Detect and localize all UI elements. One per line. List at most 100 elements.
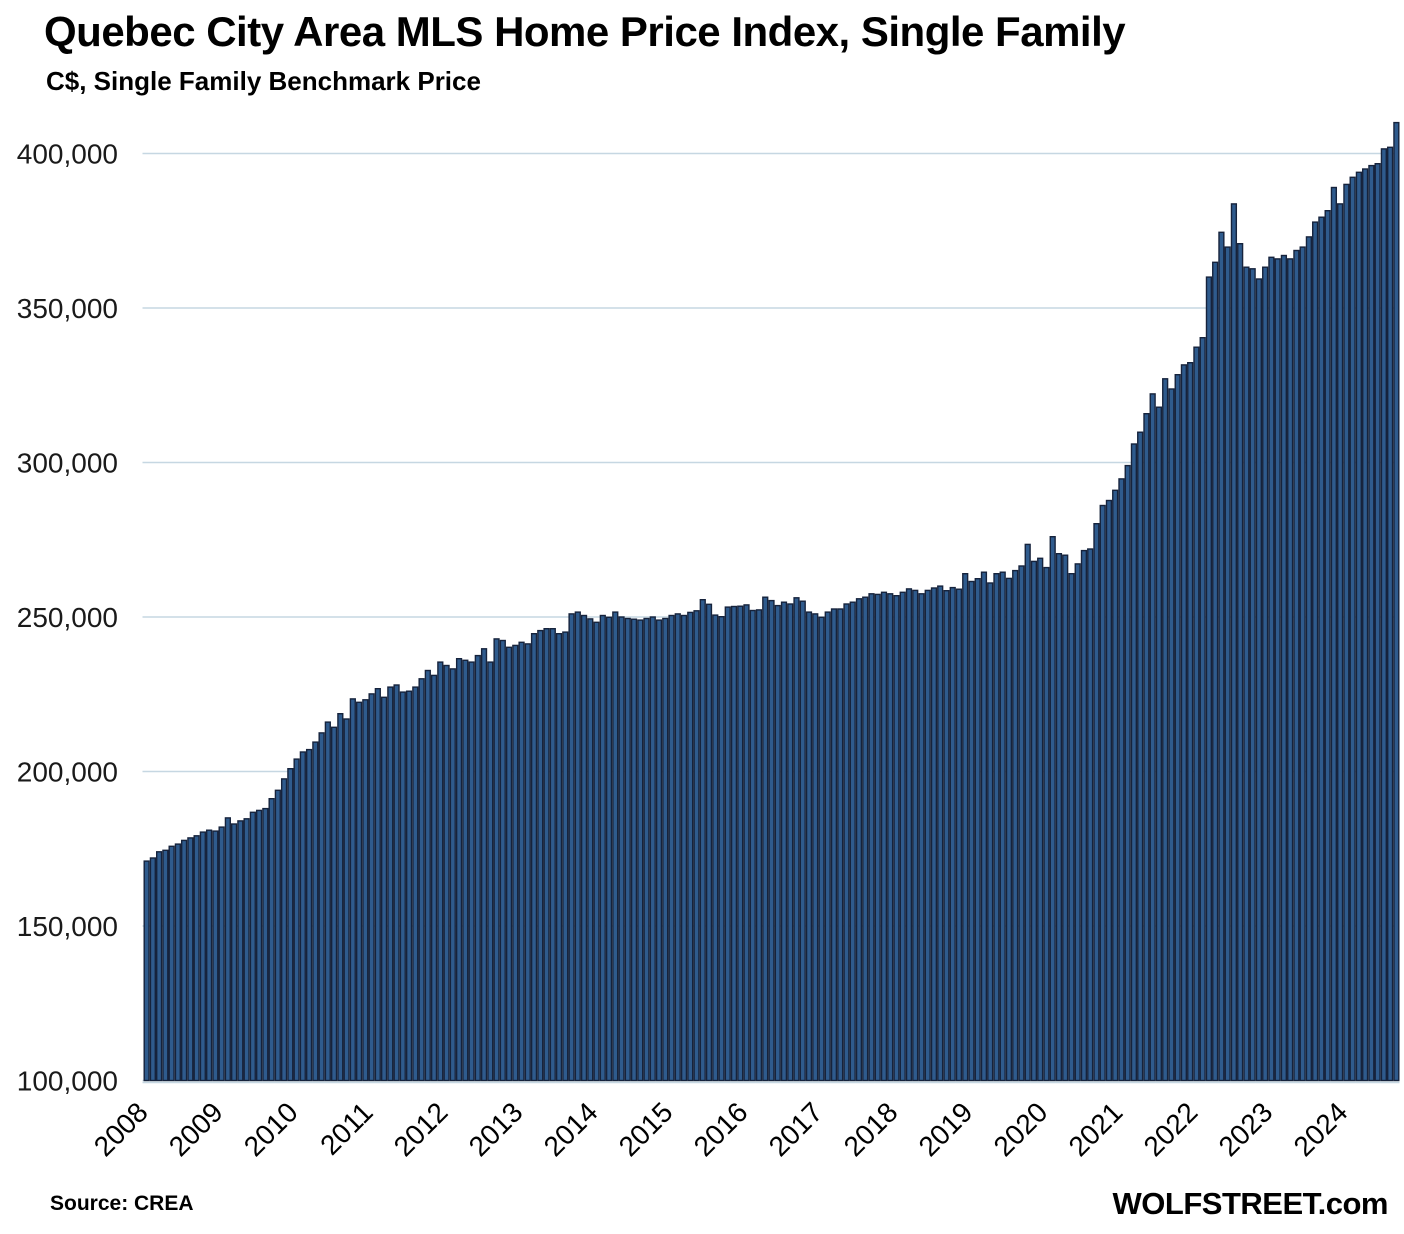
price-bar [1049, 536, 1056, 1082]
price-bar [1255, 278, 1263, 1082]
y-axis-label: 400,000 [17, 139, 118, 170]
price-bar [180, 839, 188, 1082]
price-bar [249, 811, 256, 1082]
price-bar [780, 601, 788, 1082]
price-bar [999, 571, 1006, 1082]
price-bar [1362, 168, 1369, 1082]
price-bar [1243, 266, 1250, 1082]
price-bar [1324, 209, 1331, 1082]
y-axis-label: 100,000 [17, 1066, 118, 1097]
price-bar [1274, 258, 1281, 1082]
price-bar [1093, 523, 1100, 1082]
x-axis-label: 2018 [838, 1096, 904, 1162]
price-bar [830, 608, 838, 1082]
price-bar [637, 619, 644, 1082]
price-bar [1012, 569, 1019, 1082]
price-bar [268, 798, 275, 1082]
price-bar [337, 713, 344, 1082]
price-bar [655, 619, 663, 1082]
price-bar [1155, 406, 1163, 1082]
price-bar [674, 613, 681, 1082]
price-bar [849, 601, 856, 1082]
price-bar [593, 621, 600, 1082]
price-bar [718, 616, 725, 1082]
price-bar [549, 628, 556, 1082]
price-bar [1005, 577, 1013, 1082]
price-bar [555, 633, 563, 1082]
price-bar [437, 661, 444, 1082]
price-bar [912, 589, 919, 1082]
price-bar [237, 820, 244, 1082]
price-bar [1137, 431, 1144, 1082]
price-bar [149, 857, 156, 1082]
price-bar [243, 818, 250, 1082]
price-bar [330, 726, 338, 1082]
x-axis-label: 2024 [1288, 1096, 1354, 1162]
price-bar [874, 593, 881, 1082]
price-bar [187, 837, 194, 1082]
price-bar [1018, 565, 1025, 1082]
x-axis-label: 2017 [763, 1096, 829, 1162]
x-axis-label: 2019 [913, 1096, 979, 1162]
price-bar [1180, 364, 1188, 1082]
price-bar [312, 741, 319, 1082]
price-bar [855, 598, 863, 1082]
price-bar [168, 845, 175, 1082]
price-bar [212, 830, 219, 1082]
price-bar [1030, 560, 1038, 1082]
price-bar [1199, 337, 1206, 1082]
price-bar [1143, 413, 1150, 1082]
price-bar [1330, 186, 1338, 1082]
y-axis-label: 350,000 [17, 293, 118, 324]
price-bar [380, 696, 388, 1082]
price-bar [512, 644, 519, 1082]
price-bar [349, 698, 356, 1082]
price-bar [893, 595, 900, 1082]
x-axis-label: 2021 [1063, 1096, 1129, 1162]
price-bar [362, 699, 369, 1082]
price-bar [468, 661, 475, 1082]
price-bar [887, 593, 894, 1082]
price-bar [1386, 146, 1394, 1082]
price-bar [493, 638, 500, 1082]
price-bar [518, 641, 525, 1082]
price-bar [980, 571, 988, 1082]
price-bar [1337, 203, 1344, 1082]
price-bar [587, 618, 594, 1082]
price-bar [174, 843, 181, 1082]
price-bar [1374, 162, 1381, 1082]
x-axis-label: 2010 [238, 1096, 304, 1162]
y-axis-label: 200,000 [17, 757, 118, 788]
price-bar [1218, 231, 1225, 1082]
x-axis-label: 2020 [988, 1096, 1054, 1162]
price-bar [224, 817, 231, 1082]
price-bar [262, 807, 269, 1082]
price-bar [274, 789, 281, 1082]
price-bar [624, 617, 631, 1082]
price-bar [343, 718, 350, 1082]
price-bar [487, 661, 494, 1082]
price-bar [1205, 276, 1213, 1082]
price-bar [287, 768, 294, 1082]
price-bar [799, 600, 806, 1082]
price-bar [899, 591, 906, 1082]
price-bar [987, 582, 994, 1082]
x-axis-label: 2011 [314, 1096, 379, 1161]
price-bar [418, 678, 425, 1082]
price-bar [430, 674, 438, 1082]
price-bar [480, 648, 488, 1082]
price-bar [937, 585, 944, 1082]
price-bar [387, 686, 394, 1082]
price-bar [1287, 258, 1294, 1082]
price-bar [643, 617, 650, 1082]
price-bar [162, 849, 169, 1082]
price-bar [574, 611, 581, 1082]
price-bar [1262, 266, 1269, 1082]
price-bar [399, 691, 406, 1082]
price-bar [1268, 256, 1275, 1082]
price-bar [955, 588, 963, 1082]
price-bar [412, 686, 419, 1082]
price-bar [1043, 566, 1050, 1082]
price-bar [324, 721, 331, 1082]
